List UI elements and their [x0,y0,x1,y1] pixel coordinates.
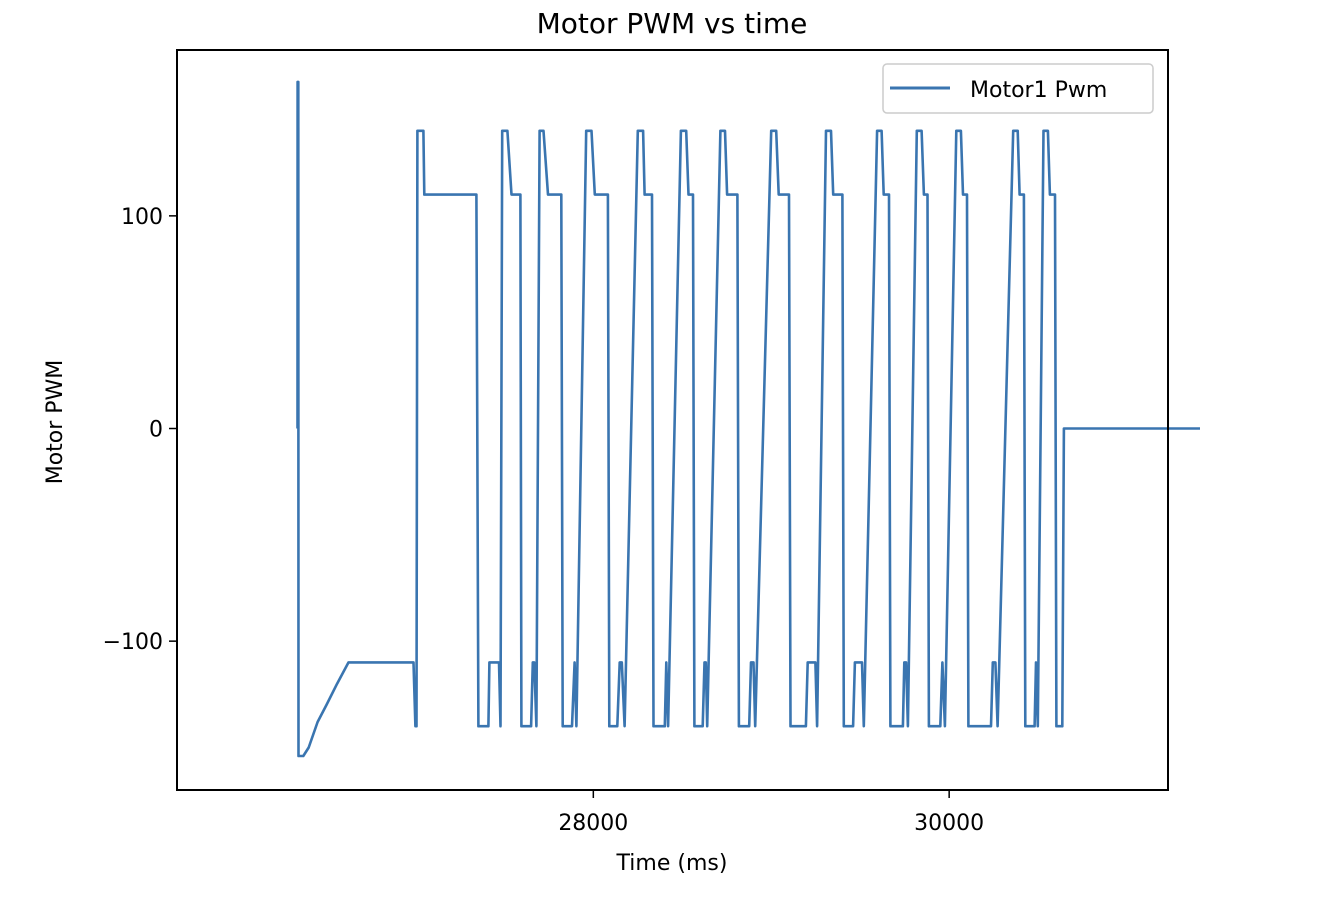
legend: Motor1 Pwm [882,63,1154,114]
series-line-0 [296,80,1200,758]
legend-box [882,63,1154,114]
axes-frame [176,49,1169,791]
y-tick-label: 100 [121,205,163,230]
y-tick-label: 0 [149,418,163,443]
legend-entry: Motor1 Pwm [970,78,1107,103]
chart-title: Motor PWM vs time [537,7,808,40]
x-axis-ticks: 28000 30000 [558,790,984,836]
x-tick-label: 30000 [914,811,984,836]
x-tick-label: 28000 [558,811,628,836]
x-axis-label: Time (ms) [616,851,728,876]
plot-area [296,80,1200,758]
y-axis-ticks: −100 0 100 [103,205,177,655]
y-tick-label: −100 [103,630,163,655]
y-axis-label: Motor PWM [43,360,68,485]
